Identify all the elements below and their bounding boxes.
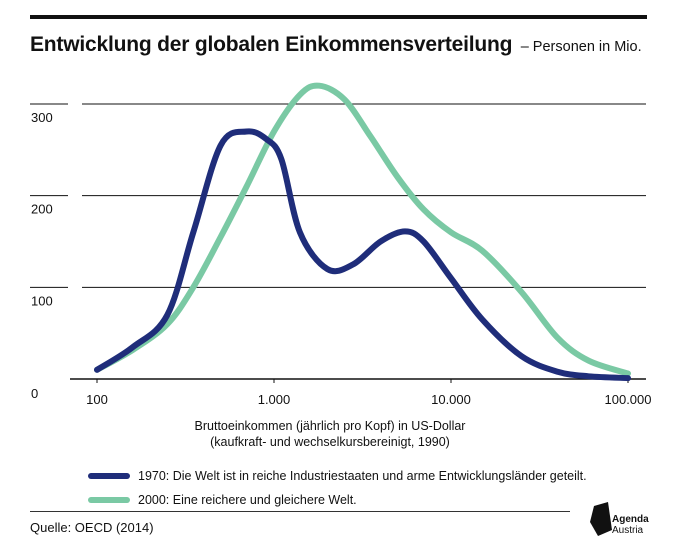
legend-swatch-2000 — [88, 497, 130, 503]
logo-line-1: Agenda — [612, 514, 649, 525]
y-tick-label-300: 300 — [31, 110, 53, 125]
logo-line-2: Austria — [612, 525, 644, 536]
y-tick-labels: 0 100 200 300 — [31, 110, 53, 401]
x-tick-labels: 100 1.000 10.000 100.000 — [86, 392, 651, 407]
top-rule — [30, 15, 647, 19]
x-axis-label-note: (kaufkraft- und wechselkursbereinigt, 19… — [210, 435, 450, 449]
y-tick-label-0: 0 — [31, 386, 38, 401]
x-tick-label-0: 100 — [86, 392, 108, 407]
x-tick-label-3: 100.000 — [605, 392, 652, 407]
x-axis-label-block: Bruttoeinkommen (jährlich pro Kopf) in U… — [120, 418, 540, 450]
bottom-rule — [30, 511, 570, 512]
series-line-1970 — [94, 128, 631, 382]
chart-header: Entwicklung der globalen Einkommensverte… — [30, 33, 642, 57]
legend-swatch-1970 — [88, 473, 130, 479]
grid-layer — [30, 103, 646, 383]
chart-title: Entwicklung der globalen Einkommensverte… — [30, 33, 513, 56]
legend-item-2000: 2000: Eine reichere und gleichere Welt. — [88, 488, 587, 512]
legend-label-2000: 2000: Eine reichere und gleichere Welt. — [138, 493, 357, 507]
chart-subtitle: – Personen in Mio. — [520, 39, 642, 55]
y-tick-label-200: 200 — [31, 202, 53, 217]
logo-text: Agenda Austria — [612, 514, 649, 536]
legend-label-1970: 1970: Die Welt ist in reiche Industriest… — [138, 469, 587, 483]
chart-canvas: 0 100 200 300 100 1.000 10.000 100.000 — [30, 82, 652, 407]
source-note: Quelle: OECD (2014) — [30, 520, 154, 535]
y-tick-label-100: 100 — [31, 293, 53, 308]
agenda-austria-logo: Agenda Austria — [590, 500, 670, 548]
x-axis-label: Bruttoeinkommen (jährlich pro Kopf) in U… — [194, 419, 466, 433]
legend-item-1970: 1970: Die Welt ist in reiche Industriest… — [88, 464, 587, 488]
series-line-2000 — [94, 82, 631, 377]
x-tick-label-2: 10.000 — [431, 392, 471, 407]
series-layer — [94, 82, 631, 382]
legend: 1970: Die Welt ist in reiche Industriest… — [88, 464, 587, 512]
logo-mark-icon — [590, 502, 612, 536]
x-tick-label-1: 1.000 — [258, 392, 291, 407]
